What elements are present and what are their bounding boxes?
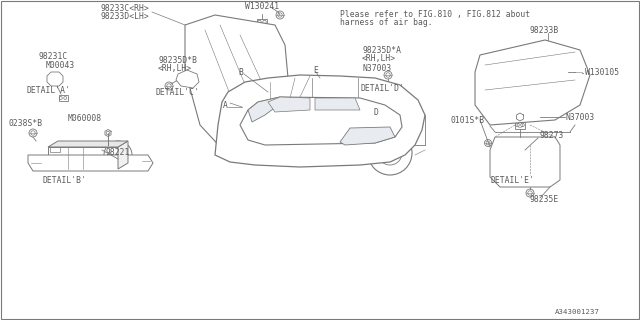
Text: <RH,LH>: <RH,LH> [158,63,192,73]
Text: E: E [313,66,318,75]
Text: DETAIL'E': DETAIL'E' [490,175,534,185]
Circle shape [251,97,255,101]
Text: B: B [238,68,243,76]
Text: N37003: N37003 [362,63,391,73]
Text: W130105: W130105 [585,68,619,76]
Text: D: D [373,108,378,116]
Circle shape [266,90,270,94]
Text: DETAIL'C': DETAIL'C' [155,87,199,97]
Text: 98231C: 98231C [38,52,67,60]
Circle shape [370,118,374,122]
Bar [50,147,60,152]
Text: <RH,LH>: <RH,LH> [362,53,396,62]
Bar [48,147,118,169]
Text: W130241: W130241 [245,2,279,11]
Bar [257,19,267,26]
Circle shape [328,108,332,112]
Circle shape [338,83,342,87]
Text: 98235D*B: 98235D*B [158,55,197,65]
Polygon shape [47,72,63,86]
Polygon shape [475,40,590,125]
Text: DETAIL'B': DETAIL'B' [42,175,86,185]
Text: M00043: M00043 [46,60,76,69]
Polygon shape [268,97,310,112]
Polygon shape [315,98,360,110]
Text: 98233B: 98233B [530,26,559,35]
Polygon shape [28,155,153,171]
Circle shape [323,76,327,80]
Text: DETAIL'D': DETAIL'D' [360,84,404,92]
Text: 0101S*B: 0101S*B [450,116,484,124]
Text: harness of air bag.: harness of air bag. [340,18,433,27]
Text: 98233D<LH>: 98233D<LH> [100,12,148,20]
Text: M060008: M060008 [68,114,102,123]
Text: 0238S*B: 0238S*B [8,118,42,127]
Circle shape [308,96,312,100]
Text: 98235D*A: 98235D*A [362,45,401,54]
Circle shape [318,76,322,80]
Polygon shape [490,137,560,187]
Bar [387,89,397,95]
Circle shape [240,105,244,109]
Polygon shape [176,70,199,88]
Text: DETAIL'A': DETAIL'A' [26,85,70,94]
Text: C: C [328,100,333,109]
Text: 98273: 98273 [540,131,564,140]
Polygon shape [118,141,128,169]
Polygon shape [215,75,425,167]
Polygon shape [48,141,128,147]
Text: Please refer to FIG.810 , FIG.812 about: Please refer to FIG.810 , FIG.812 about [340,10,530,19]
Polygon shape [248,97,285,122]
Text: A343001237: A343001237 [555,309,600,315]
Bar [515,122,525,129]
Bar [50,164,60,169]
Text: N37003: N37003 [566,113,595,122]
Polygon shape [240,97,402,145]
Text: A: A [223,100,228,109]
Text: 98235E: 98235E [530,196,559,204]
Bar [58,95,67,101]
Polygon shape [185,15,290,155]
Polygon shape [340,127,395,145]
Text: 98233C<RH>: 98233C<RH> [100,4,148,12]
Circle shape [353,103,357,107]
Text: 98221: 98221 [105,148,129,156]
